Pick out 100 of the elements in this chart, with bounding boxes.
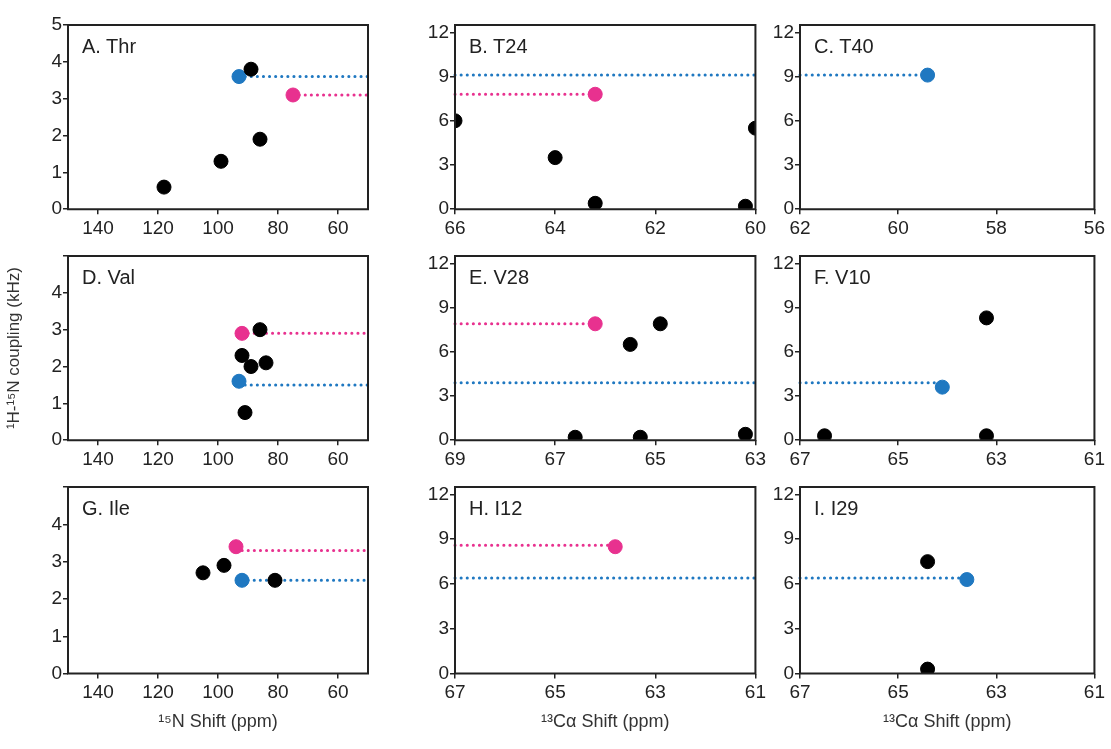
y-tick-label: 6 bbox=[783, 340, 794, 362]
x-tick-label: 60 bbox=[327, 681, 349, 703]
x-tick-label: 120 bbox=[142, 216, 174, 238]
y-tick-label: 12 bbox=[772, 20, 794, 42]
x-tick-label: 60 bbox=[887, 216, 909, 238]
x-tick-label: 60 bbox=[327, 216, 349, 238]
point bbox=[959, 572, 975, 588]
point bbox=[267, 572, 283, 588]
text: F. V10 bbox=[814, 265, 871, 288]
x-tick-label: 65 bbox=[887, 681, 909, 703]
x-axis-title: ¹³Cα Shift (ppm) bbox=[883, 711, 1012, 732]
x-tick-label: 80 bbox=[267, 681, 289, 703]
point bbox=[228, 539, 244, 555]
x-tick-label: 60 bbox=[744, 216, 766, 238]
y-tick-label: 0 bbox=[783, 428, 794, 450]
point bbox=[195, 565, 211, 581]
point bbox=[213, 153, 229, 169]
y-tick-label: 1 bbox=[51, 624, 62, 646]
y-tick-label: 0 bbox=[783, 661, 794, 683]
point bbox=[652, 316, 668, 332]
point bbox=[243, 359, 259, 375]
x-tick-label: 67 bbox=[789, 681, 811, 703]
y-tick-label: 9 bbox=[783, 295, 794, 317]
x-tick-label: 63 bbox=[985, 447, 1007, 469]
y-tick-label: 9 bbox=[438, 64, 449, 86]
point bbox=[587, 316, 603, 332]
y-tick-label: 3 bbox=[51, 549, 62, 571]
point bbox=[285, 87, 301, 103]
y-tick-label: 3 bbox=[783, 153, 794, 175]
point bbox=[252, 131, 268, 147]
y-tick-label: 4 bbox=[51, 512, 63, 534]
x-tick-label: 100 bbox=[202, 447, 234, 469]
point bbox=[587, 86, 603, 102]
x-tick-label: 120 bbox=[142, 447, 174, 469]
y-tick-label: 1 bbox=[51, 160, 62, 182]
x-tick-label: 67 bbox=[544, 447, 566, 469]
y-tick-label: 0 bbox=[51, 428, 62, 450]
y-tick-label: 12 bbox=[427, 20, 449, 42]
point bbox=[216, 557, 232, 573]
point bbox=[231, 69, 247, 85]
point bbox=[231, 373, 247, 389]
y-axis-title: ¹H-¹⁵N coupling (kHz) bbox=[3, 267, 23, 430]
x-tick-label: 140 bbox=[82, 216, 114, 238]
point bbox=[587, 195, 603, 210]
point bbox=[934, 379, 950, 395]
y-tick-label: 9 bbox=[783, 527, 794, 549]
x-tick-label: 100 bbox=[202, 216, 234, 238]
x-tick-label: 63 bbox=[744, 447, 766, 469]
point bbox=[258, 355, 274, 371]
y-tick-label: 12 bbox=[772, 251, 794, 273]
point bbox=[234, 325, 250, 341]
y-tick-label: 3 bbox=[783, 617, 794, 639]
x-tick-label: 63 bbox=[985, 681, 1007, 703]
y-tick-label: 6 bbox=[438, 340, 449, 362]
y-tick-label: 0 bbox=[438, 661, 449, 683]
y-tick-label: 9 bbox=[783, 64, 794, 86]
y-tick-label: 3 bbox=[438, 384, 449, 406]
x-tick-label: 140 bbox=[82, 447, 114, 469]
text: D. Val bbox=[82, 265, 135, 288]
x-tick-label: 64 bbox=[544, 216, 567, 238]
x-tick-label: 61 bbox=[744, 681, 766, 703]
point bbox=[252, 322, 268, 338]
x-axis-title: ¹³Cα Shift (ppm) bbox=[541, 711, 670, 732]
text: A. Thr bbox=[82, 34, 137, 57]
x-tick-label: 60 bbox=[327, 447, 349, 469]
y-tick-label: 12 bbox=[772, 482, 794, 504]
point bbox=[243, 61, 259, 77]
text: B. T24 bbox=[469, 34, 528, 57]
y-tick-label: 3 bbox=[783, 384, 794, 406]
point bbox=[978, 428, 994, 441]
y-tick-label: 6 bbox=[438, 572, 449, 594]
y-tick-label: 9 bbox=[438, 295, 449, 317]
x-tick-label: 80 bbox=[267, 447, 289, 469]
y-tick-label: 0 bbox=[438, 197, 449, 219]
x-tick-label: 61 bbox=[1083, 447, 1105, 469]
text: G. Ile bbox=[82, 496, 130, 519]
y-tick-label: 3 bbox=[438, 153, 449, 175]
point bbox=[547, 150, 563, 166]
x-tick-label: 61 bbox=[1083, 681, 1105, 703]
y-tick-label: 5 bbox=[51, 13, 62, 35]
point bbox=[156, 179, 172, 195]
x-tick-label: 80 bbox=[267, 216, 289, 238]
x-tick-label: 62 bbox=[644, 216, 666, 238]
x-tick-label: 66 bbox=[444, 216, 466, 238]
x-tick-label: 140 bbox=[82, 681, 114, 703]
y-tick-label: 1 bbox=[51, 391, 62, 413]
y-tick-label: 3 bbox=[51, 317, 62, 339]
x-tick-label: 63 bbox=[644, 681, 666, 703]
point bbox=[234, 347, 250, 363]
y-tick-label: 4 bbox=[51, 50, 63, 72]
y-tick-label: 3 bbox=[438, 617, 449, 639]
y-tick-label: 4 bbox=[51, 281, 63, 303]
point bbox=[622, 336, 638, 352]
y-tick-label: 0 bbox=[51, 661, 62, 683]
x-tick-label: 69 bbox=[444, 447, 466, 469]
y-tick-label: 0 bbox=[783, 197, 794, 219]
x-tick-label: 67 bbox=[444, 681, 466, 703]
x-tick-label: 67 bbox=[789, 447, 811, 469]
y-tick-label: 3 bbox=[51, 86, 62, 108]
x-tick-label: 65 bbox=[887, 447, 909, 469]
